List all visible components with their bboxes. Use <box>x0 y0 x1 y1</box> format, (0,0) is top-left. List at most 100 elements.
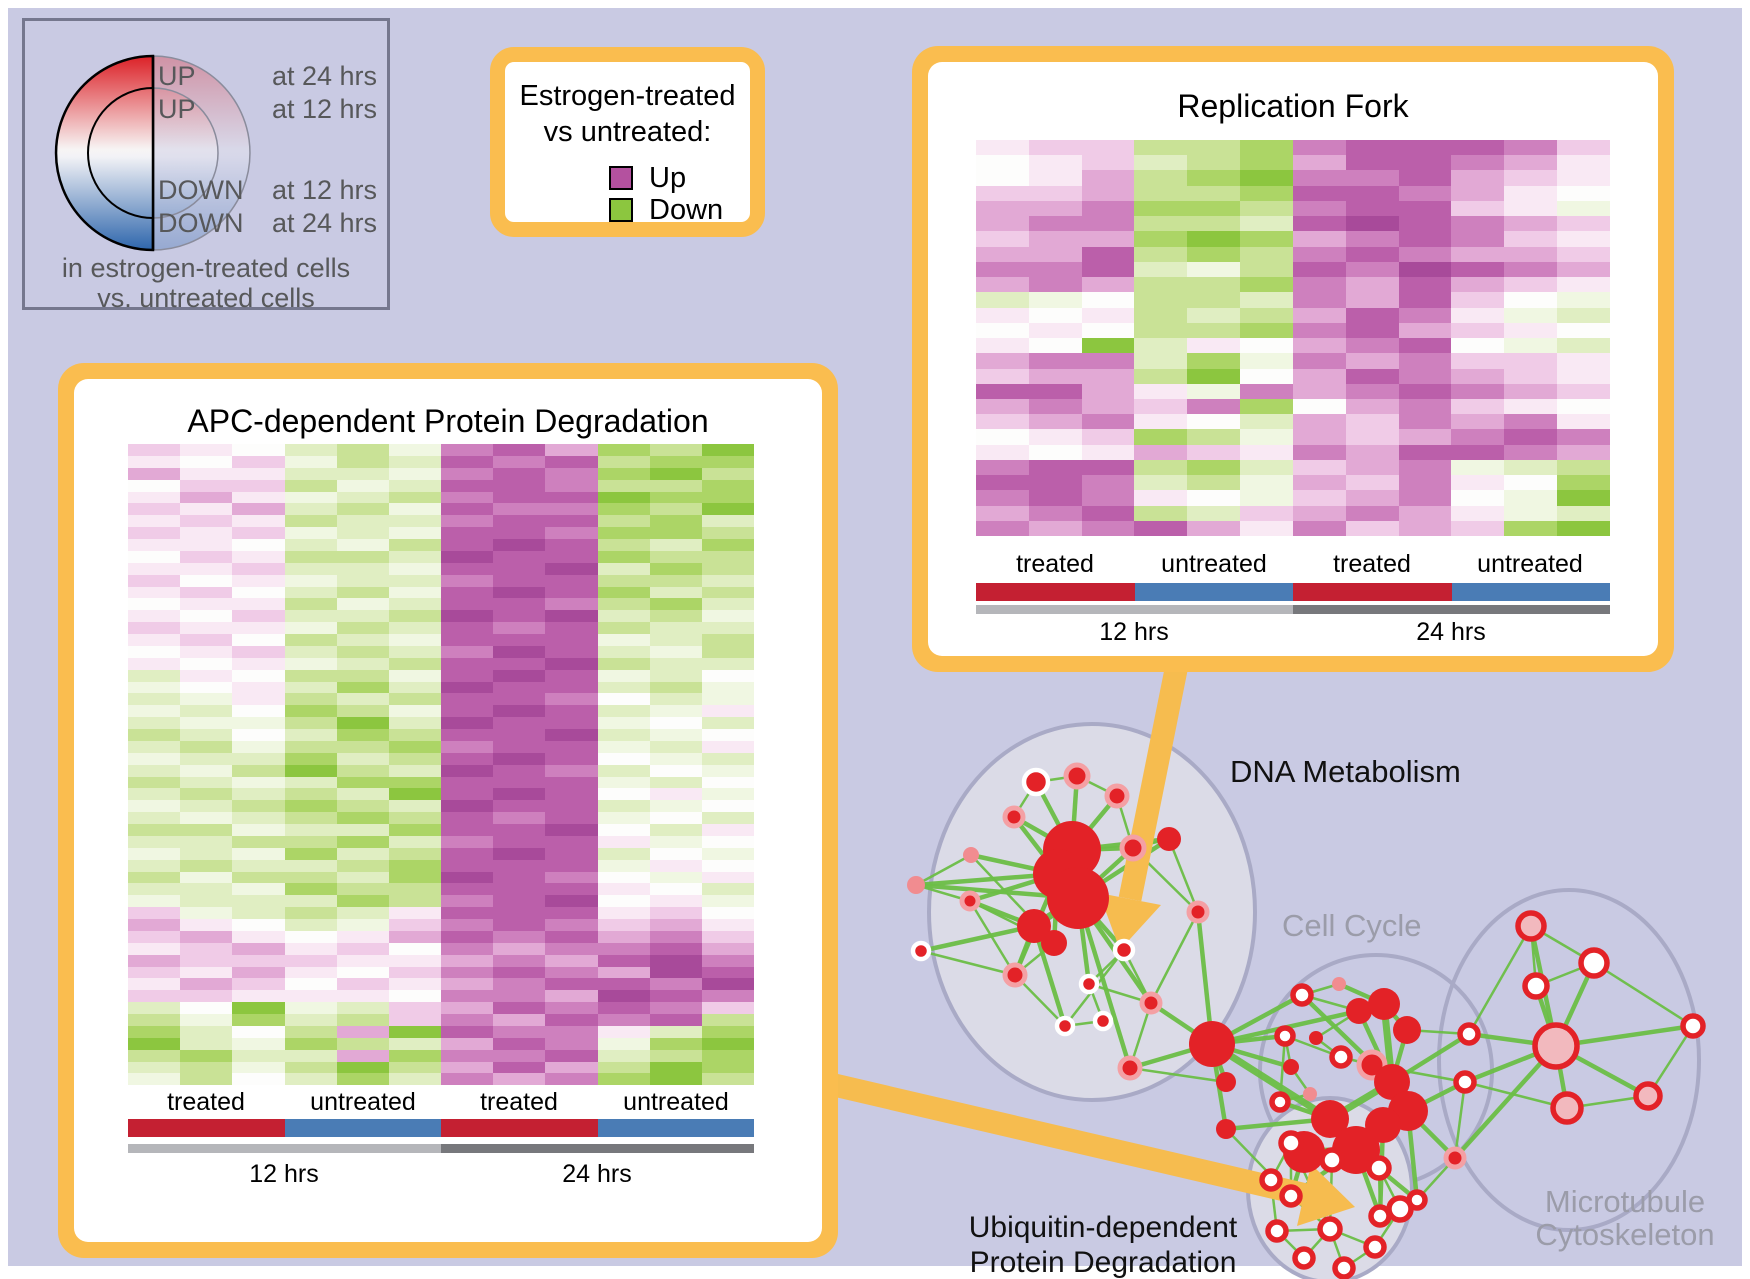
heatmap-cell <box>1451 140 1505 156</box>
heatmap-cell <box>597 990 650 1003</box>
heatmap-row <box>128 539 755 551</box>
heatmap-cell <box>1345 353 1399 369</box>
heatmap-cell <box>388 550 442 563</box>
heatmap-cell <box>128 1025 181 1038</box>
network-edge <box>1467 925 1533 1035</box>
heatmap-cell <box>976 353 1029 369</box>
heatmap-cell <box>1504 383 1558 399</box>
ubiquitin-label-line1: Ubiquitin-dependent <box>968 1211 1238 1244</box>
heatmap-cell <box>1134 429 1188 445</box>
heatmap-cell <box>701 657 755 670</box>
heatmap-cell <box>441 539 494 551</box>
heatmap-cell <box>493 586 546 599</box>
heatmap-cell <box>701 1073 755 1086</box>
heatmap-cell <box>1240 429 1293 445</box>
heatmap-cell <box>441 598 494 611</box>
heatmap-cell <box>1292 231 1346 247</box>
heatmap-row <box>128 1073 755 1086</box>
heatmap-cell <box>1134 475 1188 491</box>
heatmap-cell <box>1292 200 1346 217</box>
heatmap-cell <box>388 883 442 896</box>
heatmap-cell <box>597 539 650 551</box>
heatmap-cell <box>441 1049 494 1062</box>
heatmap-cell <box>441 1073 494 1086</box>
heatmap-cell <box>649 800 702 813</box>
heatmap-cell <box>493 693 546 706</box>
updown-legend-title-line2: vs untreated: <box>543 116 712 148</box>
heatmap-cell <box>1504 185 1558 201</box>
microtubule-label-line2: Cytoskeleton <box>1535 1216 1715 1252</box>
network-node <box>1157 827 1181 851</box>
heatmap-row <box>128 930 755 943</box>
heatmap-cell <box>701 752 755 765</box>
heatmap-cell <box>1187 505 1241 521</box>
heatmap-cell <box>1134 277 1188 293</box>
heatmap-cell <box>1292 261 1346 278</box>
heatmap-cell <box>1398 200 1452 217</box>
heatmap-cell <box>441 788 494 801</box>
heatmap-cell <box>493 812 546 824</box>
heatmap-cell <box>388 455 442 468</box>
heatmap-cell <box>649 562 702 575</box>
heatmap-cell <box>232 693 285 706</box>
heatmap-cell <box>649 598 702 611</box>
heatmap-cell <box>1081 383 1135 399</box>
heatmap-cell <box>232 527 285 539</box>
heatmap-cell <box>493 574 546 587</box>
heatmap-cell <box>1028 505 1082 521</box>
heatmap-cell <box>1398 231 1452 247</box>
heatmap-cell <box>180 491 233 504</box>
heatmap-cell <box>1398 459 1452 476</box>
heatmap-cell <box>545 859 598 872</box>
heatmap-cell <box>597 693 650 706</box>
untreated-bar <box>1451 583 1610 601</box>
heatmap-cell <box>180 776 233 789</box>
heatmap-cell <box>1504 414 1558 430</box>
heatmap-cell <box>232 645 285 658</box>
heatmap-cell <box>1134 353 1188 369</box>
heatmap-cell <box>976 155 1029 171</box>
heatmap-cell <box>701 788 755 801</box>
heatmap-cell <box>180 717 233 729</box>
heatmap-cell <box>493 622 546 634</box>
treated-bar <box>128 1119 285 1137</box>
heatmap-cell <box>649 847 702 860</box>
heatmap-cell <box>701 539 755 551</box>
heatmap-cell <box>545 539 598 551</box>
heatmap-cell <box>284 966 337 979</box>
ring-legend-time-12-top: at 12 hrs <box>271 94 377 124</box>
updown-color-legend: Estrogen-treated vs untreated: Up Down <box>490 47 765 237</box>
network-node <box>1119 834 1147 862</box>
heatmap-cell <box>976 398 1029 415</box>
heatmap-cell <box>232 942 285 955</box>
heatmap-cell <box>180 645 233 658</box>
network-node <box>1532 1022 1580 1070</box>
network-node <box>1319 1147 1345 1173</box>
heatmap-cell <box>1028 459 1082 476</box>
heatmap-cell <box>1504 155 1558 171</box>
heatmap-cell <box>597 479 650 492</box>
heatmap-row <box>128 752 755 765</box>
apc-condition-label-1: treated <box>167 1088 245 1116</box>
heatmap-cell <box>649 752 702 765</box>
heatmap-cell <box>493 657 546 670</box>
heatmap-cell <box>284 562 337 575</box>
heatmap-cell <box>336 776 389 789</box>
heatmap-cell <box>336 455 389 468</box>
heatmap-cell <box>336 634 389 646</box>
heatmap-cell <box>1240 520 1293 537</box>
heatmap-cell <box>128 503 181 516</box>
network-node <box>1002 805 1026 829</box>
heatmap-cell <box>1240 246 1293 262</box>
heatmap-cell <box>284 693 337 706</box>
heatmap-cell <box>493 788 546 801</box>
heatmap-cell <box>232 1025 285 1038</box>
heatmap-row <box>128 776 755 789</box>
heatmap-cell <box>1081 307 1135 323</box>
heatmap-cell <box>441 800 494 813</box>
heatmap-cell <box>649 824 702 836</box>
heatmap-cell <box>1292 277 1346 293</box>
heatmap-cell <box>649 444 702 456</box>
heatmap-cell <box>1345 246 1399 262</box>
heatmap-cell <box>976 277 1029 293</box>
